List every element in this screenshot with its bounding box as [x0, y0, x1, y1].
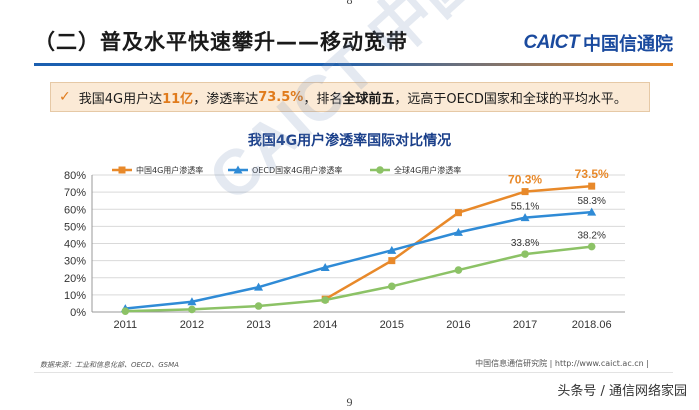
- finding-rate: 73.5%: [258, 89, 304, 105]
- check-icon: ✓: [59, 89, 71, 105]
- logo-en: CAICT: [523, 32, 579, 53]
- y-tick-label: 60%: [64, 204, 86, 216]
- series-line-1: [125, 210, 592, 310]
- x-tick-label: 2011: [113, 319, 137, 331]
- data-label: 70.3%: [508, 173, 542, 187]
- x-tick-label: 2018.06: [572, 319, 612, 331]
- data-label: 38.2%: [578, 231, 606, 242]
- data-point: [320, 262, 330, 271]
- legend-label: OECD国家4G用户渗透率: [252, 165, 342, 175]
- x-tick-label: 2013: [246, 319, 270, 331]
- slide-title: （二）普及水平快速攀升——移动宽带: [34, 30, 408, 54]
- finding-text-2: ，渗透率达: [193, 91, 259, 107]
- data-label: 33.8%: [511, 238, 539, 249]
- y-tick-label: 80%: [64, 170, 86, 182]
- data-point: [588, 182, 596, 190]
- chart-title: 我国4G用户渗透率国际对比情况: [247, 133, 452, 149]
- finding-rank: 全球前五: [342, 91, 395, 107]
- data-point: [521, 250, 529, 258]
- y-tick-label: 0%: [70, 307, 86, 319]
- data-point: [388, 282, 396, 291]
- data-point: [387, 245, 397, 254]
- data-label: 58.3%: [578, 196, 606, 207]
- data-point: [587, 207, 597, 216]
- y-tick-label: 30%: [64, 256, 86, 268]
- x-tick-label: 2017: [513, 319, 537, 331]
- page-number-top: 8: [346, 0, 353, 7]
- line-chart: 0% 10% 20% 30% 40% 50% 60% 70% 80% 2011 2012 2013 20…: [64, 165, 625, 331]
- data-point: [587, 242, 596, 251]
- data-label: 73.5%: [575, 167, 609, 181]
- header-divider: [34, 63, 673, 66]
- data-point: [254, 302, 263, 310]
- caict-logo: CAICT 中国信通院: [523, 32, 673, 55]
- series-line-0: [324, 184, 592, 301]
- logo-cn: 中国信通院: [583, 34, 673, 55]
- y-tick-label: 40%: [64, 239, 86, 251]
- data-point: [520, 213, 530, 222]
- data-point: [188, 305, 196, 314]
- y-tick-label: 50%: [64, 221, 86, 233]
- legend-marker: [118, 166, 126, 174]
- data-label: 55.1%: [511, 202, 539, 213]
- finding-text-3: ，排名: [303, 91, 343, 107]
- data-point: [254, 282, 264, 291]
- x-tick-label: 2012: [180, 319, 204, 331]
- y-tick-label: 10%: [64, 290, 86, 302]
- data-point: [388, 257, 396, 265]
- legend-label: 全球4G用户渗透率: [394, 165, 461, 175]
- footer-divider: [34, 372, 673, 373]
- finding-text-1: 我国4G用户达: [78, 91, 163, 107]
- footer-org: 中国信息通信研究院 | http://www.caict.ac.cn |: [475, 359, 649, 368]
- data-point: [521, 188, 529, 196]
- data-point: [121, 307, 130, 315]
- data-point: [454, 266, 463, 274]
- key-finding-box: ✓ 我国4G用户达 11亿 ，渗透率达 73.5% ，排名 全球前五 ，远高于O…: [50, 82, 650, 112]
- x-tick-label: 2015: [380, 319, 404, 331]
- series-line-2: [125, 245, 592, 313]
- legend-label: 中国4G用户渗透率: [136, 165, 203, 175]
- data-point: [454, 209, 462, 217]
- data-source: 数据来源：工业和信息化部、OECD、GSMA: [40, 361, 179, 369]
- data-point: [321, 296, 329, 304]
- finding-text-4: ，远高于OECD国家和全球的平均水平。: [394, 91, 627, 107]
- y-tick-label: 70%: [64, 187, 86, 199]
- x-tick-label: 2014: [313, 319, 337, 331]
- legend-marker: [376, 166, 384, 174]
- legend-marker: [233, 165, 243, 174]
- y-tick-label: 20%: [64, 273, 86, 285]
- data-point: [453, 227, 463, 236]
- finding-users: 11亿: [162, 91, 194, 107]
- credit-text: 头条号 / 通信网络家园: [557, 384, 687, 399]
- x-tick-label: 2016: [446, 319, 470, 331]
- page-number-bottom: 9: [346, 395, 353, 409]
- data-point: [187, 297, 197, 306]
